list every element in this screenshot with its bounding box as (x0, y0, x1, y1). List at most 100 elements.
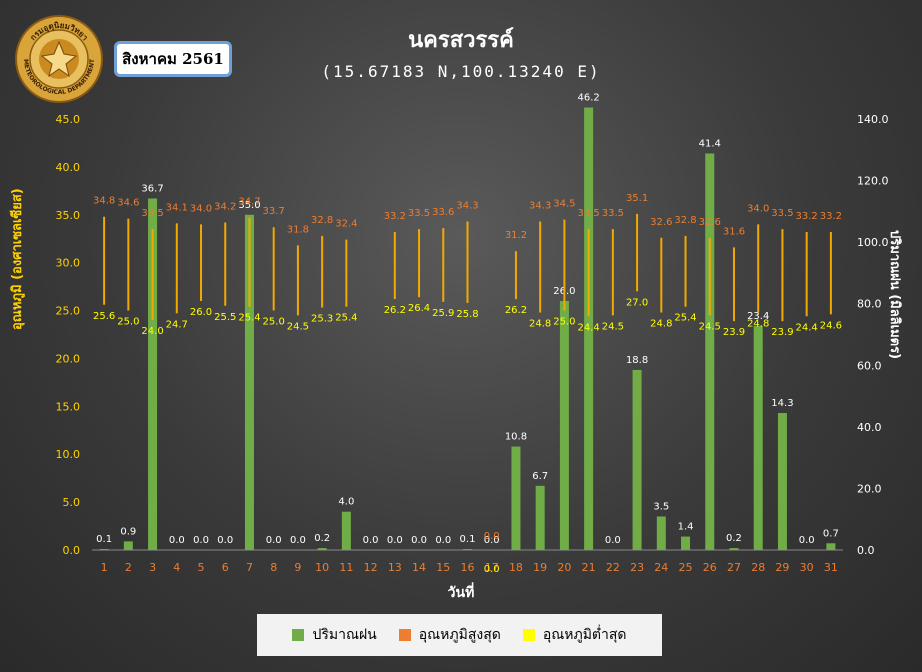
rain-data-label: 0.9 (120, 526, 136, 537)
rain-bar (559, 300, 569, 550)
tmin-data-label: 26.2 (505, 305, 527, 316)
x-tick-label: 12 (364, 561, 378, 574)
x-tick-label: 16 (461, 561, 475, 574)
tmin-data-label: 24.5 (699, 321, 721, 332)
x-tick-label: 5 (198, 561, 205, 574)
tmin-data-label: 23.9 (723, 327, 745, 338)
tmin-data-label: 24.0 (141, 326, 163, 337)
rain-bar (244, 214, 254, 550)
rain-data-label: 0.0 (484, 535, 500, 546)
rain-data-label: 0.0 (411, 535, 427, 546)
tmin-data-label: 25.9 (432, 308, 454, 319)
legend: ปริมาณฝน อุณหภูมิสูงสุด อุณหภูมิต่ำสุด (257, 614, 662, 656)
x-tick-label: 17 (485, 561, 499, 574)
y-right-tick-label: 60.0 (857, 359, 882, 372)
tmin-data-label: 24.8 (529, 318, 551, 329)
rain-data-label: 41.4 (699, 138, 721, 149)
tmin-data-label: 25.4 (335, 313, 357, 324)
rain-bar (99, 549, 109, 550)
rain-data-label: 0.1 (96, 534, 112, 545)
y-left-tick-label: 15.0 (56, 400, 81, 413)
rain-data-label: 6.7 (532, 471, 548, 482)
tmax-data-label: 32.8 (311, 215, 333, 226)
x-tick-label: 31 (824, 561, 838, 574)
rain-data-label: 0.0 (799, 535, 815, 546)
rain-data-label: 0.1 (460, 534, 476, 545)
y-right-tick-label: 80.0 (857, 298, 882, 311)
rain-data-label: 46.2 (577, 93, 599, 104)
tmax-data-label: 34.1 (166, 202, 188, 213)
tmax-data-label: 32.4 (335, 219, 357, 230)
rain-data-label: 18.8 (626, 355, 648, 366)
rain-data-label: 0.7 (823, 528, 839, 539)
y-right-tick-label: 100.0 (857, 236, 889, 249)
tmin-data-label: 23.9 (771, 327, 793, 338)
tmin-data-label: 26.2 (384, 305, 406, 316)
x-tick-label: 2 (125, 561, 132, 574)
tmax-data-label: 34.0 (190, 203, 212, 214)
period-label: สิงหาคม 2561 (114, 41, 232, 77)
rain-data-label: 1.4 (678, 522, 694, 533)
tmin-data-label: 24.8 (747, 318, 769, 329)
rain-data-label: 0.2 (314, 533, 330, 544)
legend-item-tmax: อุณหภูมิสูงสุด (398, 624, 501, 646)
y-left-tick-label: 45.0 (56, 113, 81, 126)
x-tick-label: 11 (339, 561, 353, 574)
rain-bar (584, 107, 594, 551)
tmax-data-label: 34.6 (117, 198, 139, 209)
y-right-tick-label: 40.0 (857, 421, 882, 434)
chart-subtitle: (15.67183 N,100.13240 E) (321, 62, 601, 81)
rain-data-label: 4.0 (338, 497, 354, 508)
tmax-data-label: 32.6 (699, 217, 721, 228)
rain-bar (317, 548, 327, 550)
tmax-data-label: 34.3 (456, 200, 478, 211)
x-tick-label: 3 (149, 561, 156, 574)
rain-data-label: 10.8 (505, 432, 527, 443)
tmax-data-label: 33.5 (771, 208, 793, 219)
legend-label-tmax: อุณหภูมิสูงสุด (418, 627, 501, 643)
x-tick-label: 28 (751, 561, 765, 574)
rain-bar (777, 413, 787, 550)
y-right-tick-label: 140.0 (857, 113, 889, 126)
x-tick-label: 1 (101, 561, 108, 574)
rain-data-label: 0.0 (169, 535, 185, 546)
tmax-data-label: 33.6 (432, 207, 454, 218)
tmax-data-label: 33.5 (602, 208, 624, 219)
x-tick-label: 21 (582, 561, 596, 574)
x-tick-label: 10 (315, 561, 329, 574)
tmax-data-label: 33.5 (577, 208, 599, 219)
y-left-tick-label: 10.0 (56, 448, 81, 461)
tmax-data-label: 34.0 (747, 203, 769, 214)
tmin-data-label: 25.0 (263, 317, 285, 328)
legend-swatch-tmin (522, 629, 535, 641)
tmax-data-label: 34.3 (529, 200, 551, 211)
y-left-tick-label: 0.0 (63, 544, 81, 557)
y-left-tick-label: 20.0 (56, 352, 81, 365)
y-right-tick-label: 0.0 (857, 544, 875, 557)
rain-bar (148, 198, 158, 551)
tmin-data-label: 24.7 (166, 319, 188, 330)
x-tick-label: 4 (173, 561, 180, 574)
tmin-data-label: 25.6 (93, 311, 115, 322)
legend-label-tmin: อุณหภูมิต่ำสุด (542, 627, 627, 643)
legend-swatch-rain (292, 629, 305, 641)
x-tick-label: 15 (436, 561, 450, 574)
rain-data-label: 3.5 (653, 501, 669, 512)
x-tick-label: 23 (630, 561, 644, 574)
tmin-data-label: 24.4 (577, 322, 599, 333)
x-tick-label: 18 (509, 561, 523, 574)
y-left-tick-label: 25.0 (56, 305, 81, 318)
rain-data-label: 0.0 (605, 535, 621, 546)
rain-bar (123, 541, 133, 550)
x-tick-label: 30 (800, 561, 814, 574)
rain-bar (511, 446, 521, 550)
tmax-data-label: 31.2 (505, 230, 527, 241)
tmax-data-label: 31.8 (287, 224, 309, 235)
y-left-tick-label: 5.0 (63, 496, 81, 509)
x-tick-label: 9 (294, 561, 301, 574)
rain-bar (681, 536, 691, 550)
rain-data-label: 0.0 (290, 535, 306, 546)
rain-data-label: 0.0 (266, 535, 282, 546)
